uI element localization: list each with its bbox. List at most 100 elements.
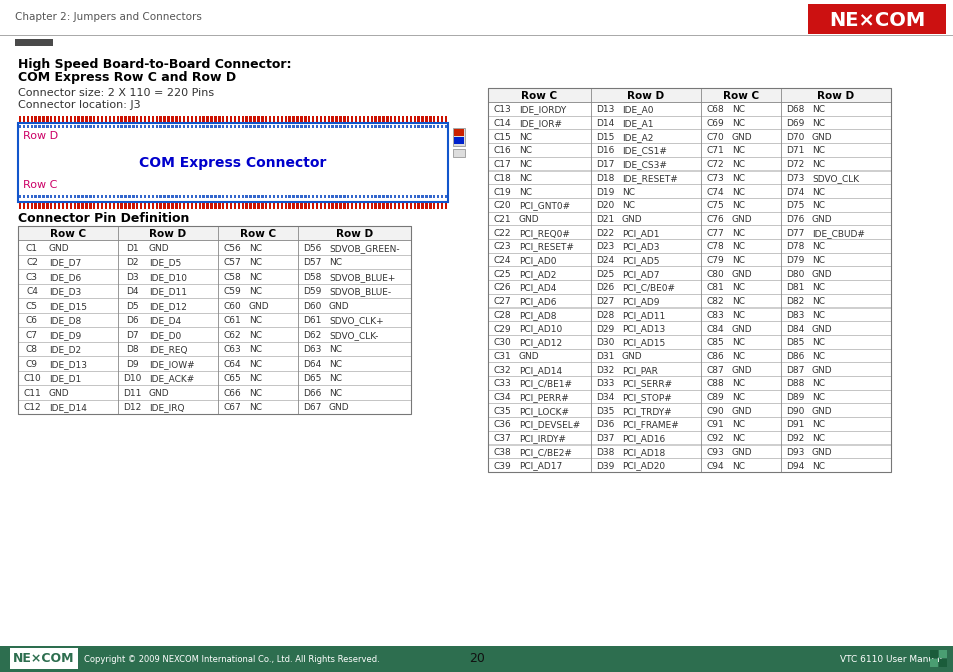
Bar — [128, 195, 131, 198]
Text: D58: D58 — [302, 273, 321, 282]
Bar — [109, 203, 111, 209]
Text: C8: C8 — [26, 345, 38, 354]
Bar — [81, 203, 84, 209]
Text: D64: D64 — [302, 360, 321, 369]
Bar — [148, 116, 150, 122]
Text: PCI_GNT0#: PCI_GNT0# — [518, 201, 570, 210]
Text: NC: NC — [731, 380, 744, 388]
Text: PCI_C/BE1#: PCI_C/BE1# — [518, 380, 572, 388]
Text: C64: C64 — [223, 360, 240, 369]
Text: SDVOB_BLUE-: SDVOB_BLUE- — [329, 287, 391, 296]
Bar — [300, 195, 302, 198]
Text: NC: NC — [518, 187, 532, 196]
Bar — [394, 125, 396, 128]
Text: D38: D38 — [596, 448, 614, 457]
Bar — [187, 125, 189, 128]
Bar — [66, 203, 68, 209]
Text: C87: C87 — [705, 366, 723, 375]
Text: D66: D66 — [302, 388, 321, 398]
Bar — [488, 321, 890, 335]
Bar — [351, 116, 353, 122]
Bar — [401, 195, 404, 198]
Bar — [265, 195, 267, 198]
Bar — [237, 116, 240, 122]
Text: COM Express Connector: COM Express Connector — [139, 155, 326, 169]
Bar — [304, 203, 306, 209]
Bar — [46, 125, 49, 128]
Bar — [50, 203, 52, 209]
Text: Row D: Row D — [627, 91, 664, 101]
Bar — [375, 195, 376, 198]
Text: NC: NC — [329, 374, 341, 383]
Text: D60: D60 — [302, 302, 321, 310]
Text: D5: D5 — [126, 302, 138, 310]
Bar — [488, 253, 890, 266]
Bar — [50, 125, 52, 128]
Text: PCI_AD20: PCI_AD20 — [621, 462, 664, 470]
Bar — [187, 203, 189, 209]
Text: NC: NC — [731, 119, 744, 128]
Bar — [454, 137, 463, 144]
Text: IDE_D4: IDE_D4 — [149, 317, 181, 325]
Bar — [171, 125, 173, 128]
Text: D9: D9 — [126, 360, 138, 369]
Bar — [308, 195, 310, 198]
Text: D3: D3 — [126, 273, 138, 282]
Bar — [202, 195, 205, 198]
Text: NC: NC — [249, 287, 262, 296]
Text: SDVO_CLK+: SDVO_CLK+ — [329, 317, 383, 325]
Bar — [93, 195, 95, 198]
Bar — [112, 125, 115, 128]
Bar — [18, 385, 411, 399]
Text: SDVOB_GREEN-: SDVOB_GREEN- — [329, 244, 399, 253]
Bar — [62, 203, 64, 209]
Text: NC: NC — [731, 174, 744, 183]
Bar — [237, 125, 240, 128]
Bar — [148, 203, 150, 209]
Bar — [488, 403, 890, 417]
Text: Row D: Row D — [23, 131, 58, 141]
Bar — [331, 195, 334, 198]
Text: D69: D69 — [785, 119, 803, 128]
Bar — [300, 116, 302, 122]
Text: IDE_IOW#: IDE_IOW# — [149, 360, 194, 369]
Bar — [417, 125, 419, 128]
Text: D72: D72 — [785, 160, 803, 169]
Bar — [18, 226, 411, 240]
Bar — [214, 195, 216, 198]
Text: C68: C68 — [705, 106, 723, 114]
Bar — [42, 116, 45, 122]
Bar — [175, 203, 177, 209]
Text: Row C: Row C — [240, 229, 275, 239]
Bar — [386, 116, 388, 122]
Text: IDE_CS1#: IDE_CS1# — [621, 146, 666, 155]
Text: NC: NC — [811, 160, 824, 169]
Text: IDE_IOR#: IDE_IOR# — [518, 119, 561, 128]
Bar — [429, 125, 431, 128]
Bar — [394, 116, 396, 122]
Text: C66: C66 — [223, 388, 240, 398]
Text: GND: GND — [811, 448, 832, 457]
Bar — [323, 125, 326, 128]
Text: PCI_AD6: PCI_AD6 — [518, 297, 556, 306]
Bar — [405, 203, 408, 209]
Text: C80: C80 — [705, 269, 723, 279]
Text: IDE_D3: IDE_D3 — [49, 287, 81, 296]
Bar — [46, 203, 49, 209]
Bar — [27, 195, 29, 198]
Text: D25: D25 — [596, 269, 614, 279]
Bar — [288, 125, 291, 128]
Bar — [136, 203, 138, 209]
Text: PCI_RESET#: PCI_RESET# — [518, 243, 574, 251]
Text: PCI_TRDY#: PCI_TRDY# — [621, 407, 671, 416]
Bar — [296, 195, 298, 198]
Bar — [245, 116, 248, 122]
Bar — [183, 125, 185, 128]
Bar — [159, 125, 162, 128]
Bar — [112, 195, 115, 198]
Text: GND: GND — [731, 269, 752, 279]
Text: D77: D77 — [785, 228, 803, 238]
Bar — [218, 116, 220, 122]
Bar — [488, 349, 890, 362]
Text: SDVOB_BLUE+: SDVOB_BLUE+ — [329, 273, 395, 282]
